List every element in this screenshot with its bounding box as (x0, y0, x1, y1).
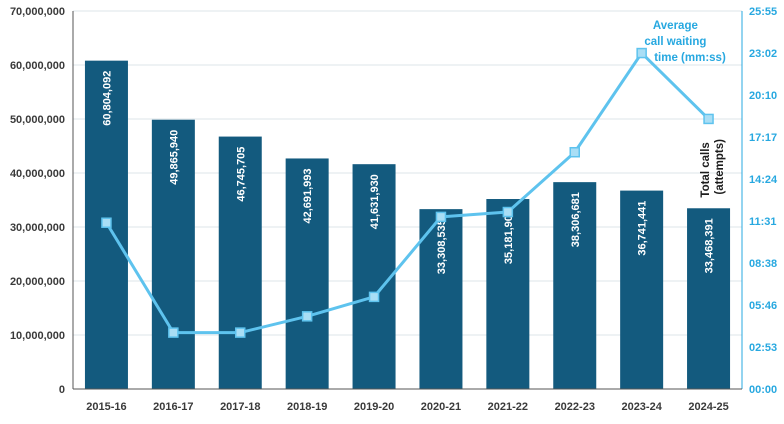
line-series-annotation: Average call waiting time (mm:ss) (644, 20, 726, 64)
x-axis-tick-label: 2016-17 (153, 401, 193, 413)
bar-data-label: 33,468,391 (704, 218, 716, 273)
right-axis-tick-label: 14:24 (749, 174, 778, 186)
bar-data-labels: 60,804,092 49,865,940 46,745,705 42,691,993… (101, 71, 715, 275)
line-annotation-line-3: time (mm:ss) (654, 52, 726, 64)
x-axis-tick-label: 2018-19 (287, 401, 327, 413)
right-axis-tick-label: 11:31 (749, 216, 777, 228)
right-axis-tick-label: 02:53 (749, 342, 777, 354)
bar-annotation-line-2: (attempts) (714, 139, 726, 195)
line-marker (502, 206, 514, 218)
line-path (105, 51, 710, 335)
bar-data-label: 38,306,681 (570, 192, 582, 247)
line-marker (703, 113, 714, 125)
bar-series-annotation: Total calls (attempts) (700, 139, 726, 198)
right-axis-tick-label: 23:02 (749, 48, 777, 60)
right-axis-ticks: 00:00 02:53 05:46 08:38 11:31 14:24 17:17 20:10… (749, 6, 778, 396)
x-axis-tick-label: 2017-18 (220, 401, 260, 413)
axes (72, 11, 743, 390)
bar-annotation-line-1: Total calls (700, 142, 712, 197)
bar (620, 190, 664, 389)
line-marker (168, 327, 179, 338)
x-axis-tick-label: 2022-23 (555, 401, 595, 413)
line-marker (435, 211, 447, 223)
bar (218, 136, 262, 389)
bar (553, 182, 597, 389)
right-axis-tick-label: 08:38 (749, 258, 777, 270)
bar-data-label: 36,741,441 (637, 201, 649, 256)
bar (687, 208, 731, 389)
left-axis-tick-label: 40,000,000 (10, 168, 65, 180)
bar-data-label: 42,691,993 (302, 168, 314, 223)
line-marker (636, 47, 647, 59)
x-axis-ticks: 2015-16 2016-17 2017-18 2018-19 2019-20 2020-… (86, 401, 728, 413)
bar-data-label: 41,631,930 (369, 174, 381, 229)
bar (151, 119, 195, 389)
right-axis-tick-label: 20:10 (749, 90, 777, 102)
right-axis-tick-label: 00:00 (749, 384, 777, 396)
left-axis-tick-label: 50,000,000 (10, 114, 65, 126)
left-axis-tick-label: 20,000,000 (10, 276, 65, 288)
line-series (101, 47, 714, 338)
right-axis-tick-label: 25:55 (749, 6, 777, 18)
line-marker (301, 311, 313, 322)
bar (419, 209, 463, 389)
x-axis-tick-label: 2019-20 (354, 401, 394, 413)
bar-series (84, 60, 731, 390)
bar (486, 199, 530, 389)
line-annotation-line-1: Average (653, 20, 698, 32)
left-axis-tick-label: 70,000,000 (10, 6, 65, 18)
x-axis-tick-label: 2020-21 (421, 401, 461, 413)
bar-data-label: 60,804,092 (101, 71, 113, 126)
bar-data-label: 49,865,940 (168, 130, 180, 185)
x-axis-tick-label: 2024-25 (688, 401, 728, 413)
left-axis-tick-label: 0 (59, 384, 65, 396)
line-marker (368, 291, 380, 303)
bar-data-label: 35,181,908 (503, 209, 515, 264)
left-axis-tick-label: 30,000,000 (10, 222, 65, 234)
right-axis-tick-label: 17:17 (749, 132, 777, 144)
left-axis-tick-label: 10,000,000 (10, 330, 65, 342)
line-annotation-line-2: call waiting (644, 36, 706, 48)
bar (285, 158, 329, 389)
bar-data-label: 33,308,535 (436, 219, 448, 274)
x-axis-tick-label: 2023-24 (621, 401, 662, 413)
line-marker (235, 327, 246, 338)
line-marker (101, 217, 112, 228)
left-axis-tick-label: 60,000,000 (10, 60, 65, 72)
line-marker (569, 146, 580, 158)
right-axis-tick-label: 05:46 (749, 300, 777, 312)
x-axis-tick-label: 2015-16 (86, 401, 126, 413)
x-axis-tick-label: 2021-22 (488, 401, 528, 413)
left-axis-ticks: 0 10,000,000 20,000,000 30,000,000 40,000,00… (10, 6, 65, 396)
bar (352, 164, 396, 389)
bar-data-label: 46,745,705 (235, 147, 247, 202)
